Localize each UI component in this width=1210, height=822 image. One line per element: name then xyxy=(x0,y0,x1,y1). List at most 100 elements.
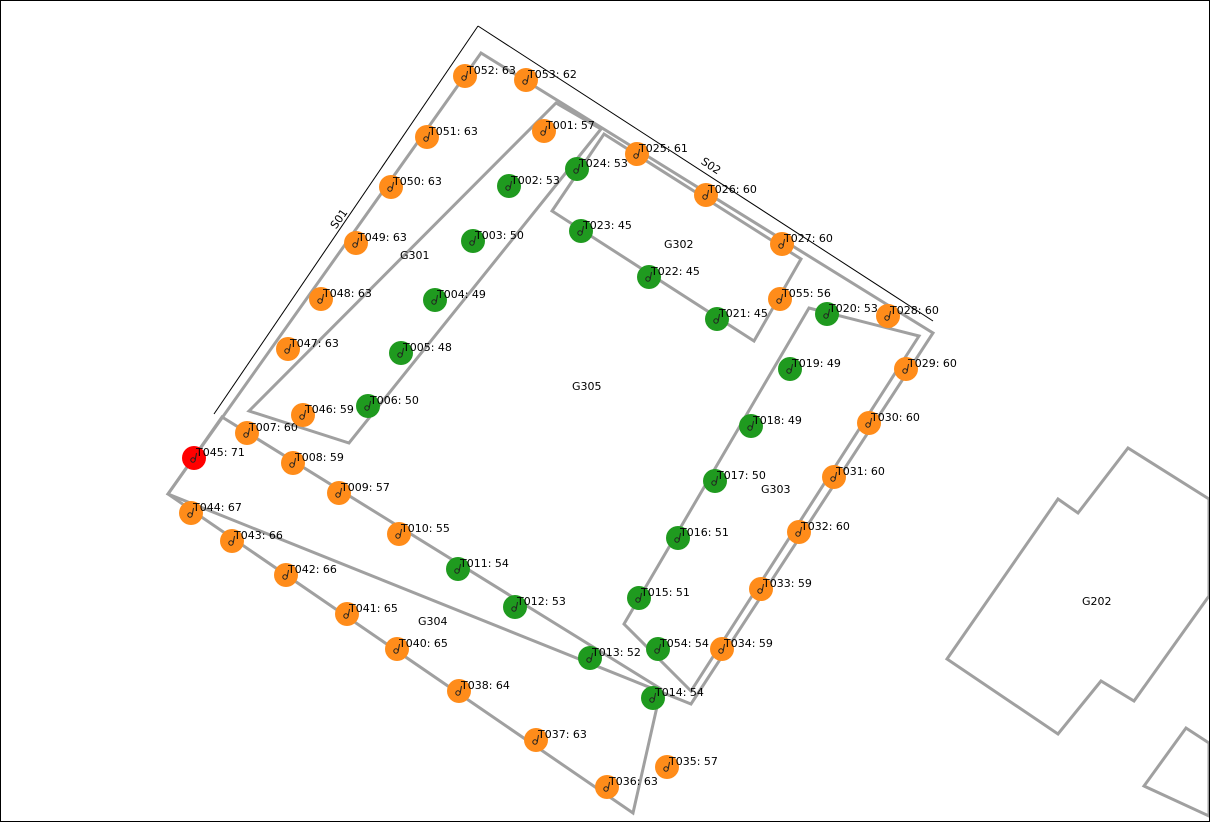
receiver-point-t035[interactable]: T035: 57 xyxy=(655,755,718,779)
receiver-point-t004[interactable]: T004: 49 xyxy=(423,288,486,312)
receiver-symbol-icon xyxy=(540,125,547,136)
receiver-point-t048[interactable]: T048: 63 xyxy=(309,287,372,311)
receiver-point-t050[interactable]: T050: 63 xyxy=(379,175,442,199)
receiver-point-t025[interactable]: T025: 61 xyxy=(625,142,688,166)
receiver-symbol-icon xyxy=(645,271,652,282)
bldg-corner-outline[interactable] xyxy=(1141,725,1209,818)
receiver-symbol-icon xyxy=(511,601,518,612)
receiver-symbol-icon xyxy=(577,225,584,236)
receiver-point-t022[interactable]: T022: 45 xyxy=(637,265,700,289)
receiver-point-t033[interactable]: T033: 59 xyxy=(749,577,812,601)
bldg-g301-outline[interactable] xyxy=(246,101,604,445)
receiver-point-t034[interactable]: T034: 59 xyxy=(710,637,773,661)
receiver-point-t007[interactable]: T007: 60 xyxy=(235,421,298,445)
receiver-point-t031[interactable]: T031: 60 xyxy=(822,465,885,489)
receiver-label: T054: 54 xyxy=(659,637,709,650)
receiver-point-t024[interactable]: T024: 53 xyxy=(565,157,628,181)
receiver-symbol-icon xyxy=(364,400,371,411)
receiver-label: T051: 63 xyxy=(428,125,478,138)
receiver-point-t021[interactable]: T021: 45 xyxy=(705,307,768,331)
receiver-symbol-icon xyxy=(469,235,476,246)
receiver-point-t038[interactable]: T038: 64 xyxy=(447,679,510,703)
receiver-point-t019[interactable]: T019: 49 xyxy=(778,357,841,381)
receiver-symbol-icon xyxy=(317,293,324,304)
receiver-point-t003[interactable]: T003: 50 xyxy=(461,229,524,253)
receiver-label: T024: 53 xyxy=(578,157,628,170)
receiver-point-t020[interactable]: T020: 53 xyxy=(815,302,878,326)
receiver-point-t011[interactable]: T011: 54 xyxy=(446,557,509,581)
receiver-symbol-icon xyxy=(454,563,461,574)
zone-label-g303: G303 xyxy=(761,483,791,496)
receiver-label: T043: 66 xyxy=(233,529,283,542)
receiver-point-t036[interactable]: T036: 63 xyxy=(595,775,658,799)
bldg-g303-outline[interactable] xyxy=(622,306,922,694)
receiver-symbol-icon xyxy=(393,643,400,654)
receiver-point-t029[interactable]: T029: 60 xyxy=(894,357,957,381)
receiver-label: T052: 63 xyxy=(466,64,516,77)
receiver-symbol-icon xyxy=(713,313,720,324)
receiver-point-t030[interactable]: T030: 60 xyxy=(857,411,920,435)
receiver-symbol-icon xyxy=(795,526,802,537)
receiver-point-t052[interactable]: T052: 63 xyxy=(453,64,516,88)
receiver-point-t027[interactable]: T027: 60 xyxy=(770,232,833,256)
receiver-point-t043[interactable]: T043: 66 xyxy=(220,529,283,553)
receiver-point-t016[interactable]: T016: 51 xyxy=(666,526,729,550)
receiver-label: T053: 62 xyxy=(527,68,577,81)
receiver-point-t023[interactable]: T023: 45 xyxy=(569,219,632,243)
bldg-g305-outer-outline[interactable] xyxy=(165,50,936,706)
bldg-g304-outline[interactable] xyxy=(165,414,663,816)
receiver-label: T047: 63 xyxy=(289,337,339,350)
bldg-g202-outline[interactable] xyxy=(944,446,1209,737)
receiver-point-t018[interactable]: T018: 49 xyxy=(739,414,802,438)
receiver-point-t040[interactable]: T040: 65 xyxy=(385,637,448,661)
receiver-symbol-icon xyxy=(718,643,725,654)
receiver-point-t053[interactable]: T053: 62 xyxy=(514,68,577,92)
receiver-point-t010[interactable]: T010: 55 xyxy=(387,522,450,546)
receiver-point-t012[interactable]: T012: 53 xyxy=(503,595,566,619)
receiver-point-t042[interactable]: T042: 66 xyxy=(274,563,337,587)
receiver-point-t055[interactable]: T055: 56 xyxy=(768,287,831,311)
receiver-point-t006[interactable]: T006: 50 xyxy=(356,394,419,418)
bldg-g302-outline[interactable] xyxy=(549,131,804,344)
receiver-label: T034: 59 xyxy=(723,637,773,650)
receiver-point-t002[interactable]: T002: 53 xyxy=(497,174,560,198)
receiver-label: T022: 45 xyxy=(650,265,700,278)
receiver-point-t037[interactable]: T037: 63 xyxy=(524,728,587,752)
receiver-point-t045[interactable]: T045: 71 xyxy=(182,446,245,470)
receiver-label: T038: 64 xyxy=(460,679,510,692)
receiver-symbol-icon xyxy=(823,308,830,319)
receiver-point-t046[interactable]: T046: 59 xyxy=(291,403,354,427)
zone-label-g302: G302 xyxy=(664,238,694,251)
receiver-point-t047[interactable]: T047: 63 xyxy=(276,337,339,361)
receiver-label: T049: 63 xyxy=(357,231,407,244)
receiver-symbol-icon xyxy=(573,163,580,174)
receiver-point-t008[interactable]: T008: 59 xyxy=(281,451,344,475)
receiver-point-t041[interactable]: T041: 65 xyxy=(335,602,398,626)
receiver-point-t015[interactable]: T015: 51 xyxy=(627,586,690,610)
receiver-point-t014[interactable]: T014: 54 xyxy=(641,686,704,710)
receiver-symbol-icon xyxy=(284,343,291,354)
receiver-point-t009[interactable]: T009: 57 xyxy=(327,481,390,505)
receiver-symbol-icon xyxy=(243,427,250,438)
receiver-point-t051[interactable]: T051: 63 xyxy=(415,125,478,149)
receiver-label: T015: 51 xyxy=(640,586,690,599)
receiver-label: T007: 60 xyxy=(248,421,298,434)
segment-s02-line xyxy=(477,25,934,322)
receiver-point-t017[interactable]: T017: 50 xyxy=(703,469,766,493)
receiver-point-t028[interactable]: T028: 60 xyxy=(876,304,939,328)
receiver-point-t026[interactable]: T026: 60 xyxy=(694,183,757,207)
receiver-symbol-icon xyxy=(865,417,872,428)
receiver-label: T013: 52 xyxy=(591,646,641,659)
receiver-point-t001[interactable]: T001: 57 xyxy=(532,119,595,143)
receiver-symbol-icon xyxy=(786,363,793,374)
receiver-label: T045: 71 xyxy=(195,446,245,459)
receiver-point-t032[interactable]: T032: 60 xyxy=(787,520,850,544)
receiver-point-t013[interactable]: T013: 52 xyxy=(578,646,641,670)
receiver-point-t044[interactable]: T044: 67 xyxy=(179,501,242,525)
receiver-symbol-icon xyxy=(747,420,754,431)
receiver-symbol-icon xyxy=(397,347,404,358)
receiver-point-t049[interactable]: T049: 63 xyxy=(344,231,407,255)
receiver-point-t054[interactable]: T054: 54 xyxy=(646,637,709,661)
receiver-point-t005[interactable]: T005: 48 xyxy=(389,341,452,365)
